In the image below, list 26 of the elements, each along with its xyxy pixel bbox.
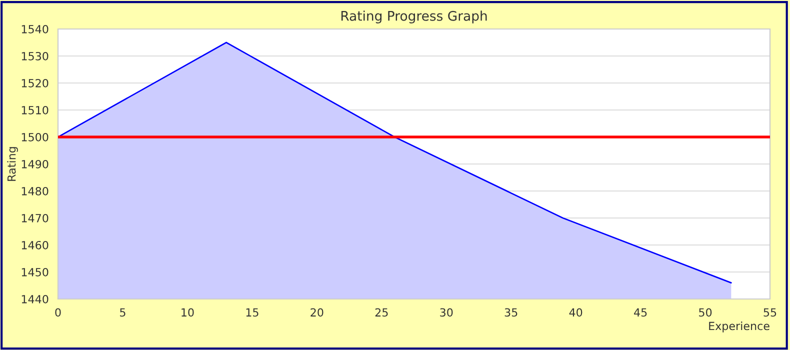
x-tick-label: 45 [634,308,647,317]
y-tick-label: 1500 [22,132,48,142]
x-tick-label: 55 [764,308,776,317]
y-tick-label: 1450 [22,268,48,276]
y-tick-label: 1440 [22,294,48,304]
x-tick-label: 50 [699,308,712,317]
y-tick-label: 1480 [22,186,48,196]
x-tick-label: 40 [569,308,582,317]
x-tick-label: 25 [375,308,388,317]
y-tick-label: 1540 [22,24,48,34]
x-axis-title: Experience [709,322,770,332]
y-axis-title: Rating [7,147,18,181]
y-tick-label: 1460 [22,240,48,250]
y-tick-label: 1470 [22,214,48,222]
x-tick-label: 5 [120,308,126,317]
x-tick-label: 10 [182,308,194,317]
y-tick-label: 1510 [22,106,48,114]
y-tick-label: 1520 [22,78,48,88]
x-tick-label: 20 [310,308,324,317]
x-tick-label: 15 [246,308,258,317]
y-tick-label: 1490 [22,160,48,168]
x-tick-label: 35 [504,308,518,317]
y-tick-label: 1530 [22,52,48,60]
x-tick-label: 30 [440,308,453,317]
chart-title: Rating Progress Graph [341,10,487,24]
x-tick-label: 0 [55,308,61,317]
